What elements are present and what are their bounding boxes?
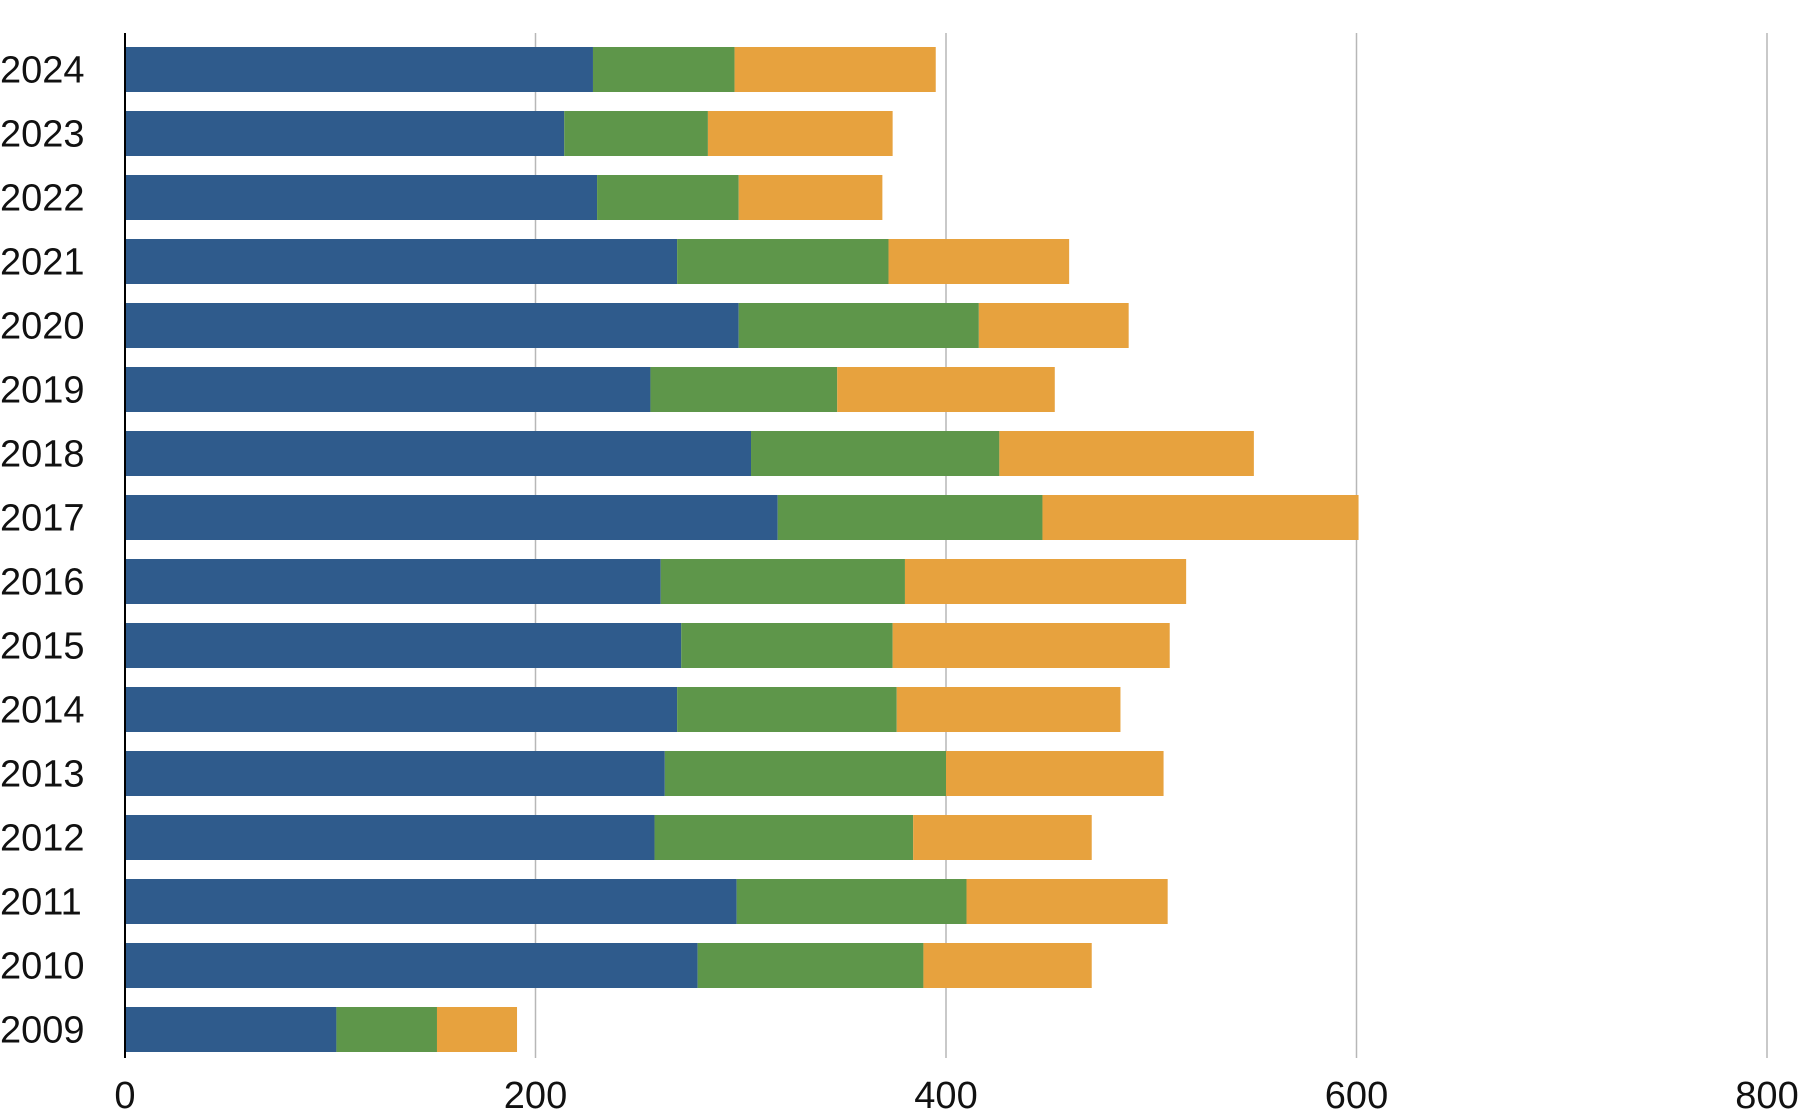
bar-2015-series-1 (125, 623, 682, 668)
category-label: 2010 (0, 946, 85, 988)
x-tick-label: 200 (504, 1075, 567, 1110)
category-labels: 2024 2023 2022 2021 2020 2019 2018 2017 2016 2015… (0, 50, 85, 1052)
category-label: 2011 (0, 882, 82, 924)
bar-2023-series-3 (707, 111, 893, 156)
category-label: 2014 (0, 690, 85, 732)
bar-2019-series-2 (650, 367, 838, 412)
bars (125, 47, 1359, 1052)
bar-2009-series-1 (125, 1007, 337, 1052)
bar-2009-series-3 (436, 1007, 518, 1052)
x-tick-label: 400 (914, 1075, 977, 1110)
x-tick-label: 800 (1735, 1075, 1798, 1110)
bar-2022-series-3 (738, 175, 883, 220)
bar-2012-series-3 (913, 815, 1092, 860)
bar-2011-series-2 (736, 879, 967, 924)
bar-2021-series-2 (677, 239, 889, 284)
bar-2012-series-2 (654, 815, 914, 860)
category-label: 2017 (0, 498, 85, 540)
bar-2017-series-1 (125, 495, 778, 540)
bar-2017-series-2 (777, 495, 1043, 540)
bar-2014-series-3 (896, 687, 1121, 732)
category-label: 2012 (0, 818, 85, 860)
bar-2010-series-1 (125, 943, 698, 988)
bar-2011-series-1 (125, 879, 737, 924)
category-label: 2021 (0, 242, 85, 284)
bar-2018-series-2 (751, 431, 1000, 476)
bar-2016-series-1 (125, 559, 661, 604)
category-label: 2009 (0, 1010, 85, 1052)
bar-2022-series-2 (597, 175, 739, 220)
bar-2015-series-3 (892, 623, 1170, 668)
bar-2024-series-1 (125, 47, 593, 92)
bar-2018-series-1 (125, 431, 752, 476)
bar-2024-series-3 (734, 47, 936, 92)
bar-2014-series-1 (125, 687, 678, 732)
bar-2014-series-2 (677, 687, 897, 732)
bar-2020-series-1 (125, 303, 739, 348)
category-label: 2015 (0, 626, 85, 668)
category-label: 2018 (0, 434, 85, 476)
bar-2010-series-2 (697, 943, 924, 988)
bar-2010-series-3 (923, 943, 1092, 988)
bar-2012-series-1 (125, 815, 655, 860)
bar-2023-series-2 (564, 111, 708, 156)
category-label: 2016 (0, 562, 85, 604)
bar-2017-series-3 (1042, 495, 1359, 540)
bar-2016-series-2 (660, 559, 905, 604)
bar-2016-series-3 (904, 559, 1187, 604)
bar-2024-series-2 (592, 47, 735, 92)
category-label: 2024 (0, 50, 85, 92)
bar-2021-series-1 (125, 239, 678, 284)
bar-2020-series-3 (978, 303, 1129, 348)
bar-2013-series-1 (125, 751, 665, 796)
category-label: 2019 (0, 370, 85, 412)
x-tick-labels: 0 200 400 600 800 (114, 1075, 1798, 1110)
category-label: 2023 (0, 114, 85, 156)
bar-2020-series-2 (738, 303, 979, 348)
bar-2019-series-3 (837, 367, 1055, 412)
bar-2013-series-2 (664, 751, 946, 796)
bar-2019-series-1 (125, 367, 651, 412)
x-tick-label: 600 (1325, 1075, 1388, 1110)
bar-2023-series-1 (125, 111, 565, 156)
bar-2013-series-3 (946, 751, 1164, 796)
category-label: 2020 (0, 306, 85, 348)
bar-2022-series-1 (125, 175, 598, 220)
category-label: 2013 (0, 754, 85, 796)
bar-2011-series-3 (966, 879, 1168, 924)
bar-2015-series-2 (681, 623, 893, 668)
category-label: 2022 (0, 178, 85, 220)
bar-2021-series-3 (888, 239, 1070, 284)
bar-2018-series-3 (999, 431, 1254, 476)
x-tick-label: 0 (114, 1075, 135, 1110)
bar-2009-series-2 (336, 1007, 437, 1052)
